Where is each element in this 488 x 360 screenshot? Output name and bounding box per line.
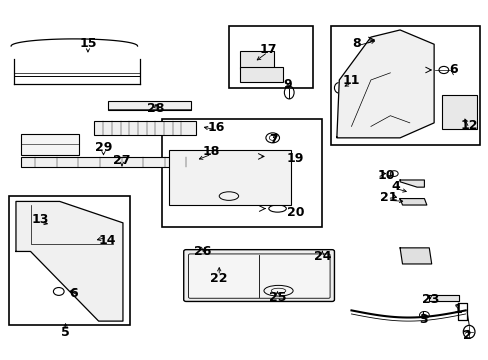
Text: 20: 20 <box>286 206 304 219</box>
Bar <box>228 26 312 88</box>
FancyBboxPatch shape <box>267 153 285 160</box>
Polygon shape <box>399 199 426 205</box>
Text: 11: 11 <box>342 74 360 87</box>
Text: 6: 6 <box>448 63 457 76</box>
FancyBboxPatch shape <box>442 95 476 129</box>
FancyBboxPatch shape <box>108 102 191 111</box>
Text: 19: 19 <box>286 152 304 165</box>
Text: 12: 12 <box>459 119 477 132</box>
Text: 1: 1 <box>452 303 461 316</box>
Text: 22: 22 <box>210 272 227 285</box>
Text: 16: 16 <box>207 121 224 134</box>
FancyBboxPatch shape <box>239 51 273 69</box>
Text: 8: 8 <box>351 37 360 50</box>
Text: 2: 2 <box>462 329 470 342</box>
FancyBboxPatch shape <box>169 150 290 205</box>
Text: 24: 24 <box>313 250 330 263</box>
Text: 6: 6 <box>69 287 78 300</box>
FancyBboxPatch shape <box>239 67 283 82</box>
Text: 13: 13 <box>32 213 49 226</box>
Text: 29: 29 <box>95 141 112 154</box>
Polygon shape <box>428 295 458 301</box>
Text: 15: 15 <box>79 37 97 50</box>
Polygon shape <box>399 248 431 264</box>
Text: 4: 4 <box>391 180 400 193</box>
Text: 3: 3 <box>418 313 427 326</box>
Text: 21: 21 <box>379 192 397 204</box>
Polygon shape <box>16 202 122 321</box>
Text: 26: 26 <box>194 245 211 258</box>
Text: 5: 5 <box>61 327 70 339</box>
Text: 14: 14 <box>99 234 116 247</box>
Bar <box>9 196 130 325</box>
FancyBboxPatch shape <box>183 249 334 301</box>
Polygon shape <box>399 180 424 187</box>
Text: 9: 9 <box>283 78 291 91</box>
Text: 23: 23 <box>421 293 438 306</box>
Bar <box>162 118 322 227</box>
Text: 7: 7 <box>269 134 278 147</box>
Polygon shape <box>336 30 433 138</box>
FancyBboxPatch shape <box>21 157 201 167</box>
Text: 27: 27 <box>113 154 130 167</box>
FancyBboxPatch shape <box>188 254 329 298</box>
FancyBboxPatch shape <box>21 134 79 155</box>
Text: 28: 28 <box>147 102 164 115</box>
Text: 10: 10 <box>377 169 394 182</box>
Text: 18: 18 <box>203 145 220 158</box>
Text: 17: 17 <box>259 43 276 56</box>
FancyBboxPatch shape <box>94 121 196 135</box>
Bar <box>330 26 479 145</box>
Text: 25: 25 <box>268 291 286 305</box>
Polygon shape <box>11 66 137 84</box>
